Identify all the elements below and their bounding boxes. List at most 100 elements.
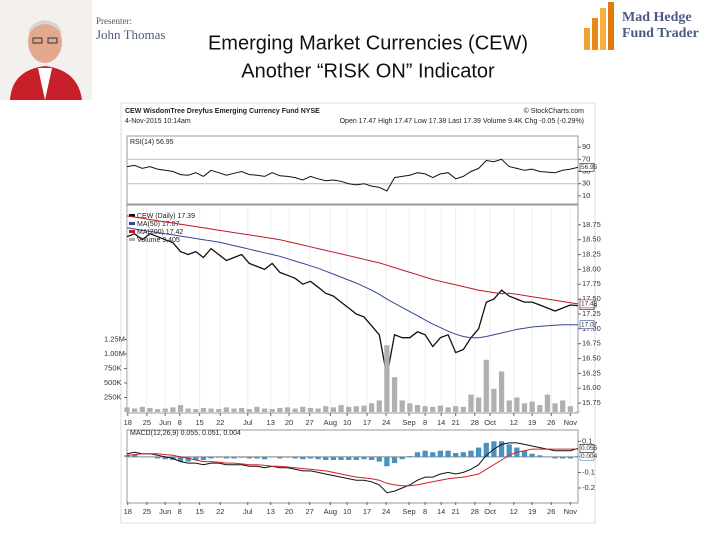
x-tick-label: 14 [437,507,445,516]
bar [186,409,191,412]
legend-label: MA(200) 17.42 [137,229,183,236]
x-tick-label: 14 [437,418,445,427]
bar [499,371,504,412]
bar [392,457,397,463]
bar [262,457,267,459]
x-tick-label: 26 [547,418,555,427]
x-tick-label: 22 [216,418,224,427]
end-label: 0.055 [581,445,598,452]
x-tick-label: 21 [452,418,460,427]
end-label: 17.07 [581,321,598,328]
x-tick-label: Jul [243,418,253,427]
bar [323,406,328,412]
x-tick-label: 12 [510,418,518,427]
bar [445,407,450,412]
bar [522,403,527,412]
legend-swatch [129,230,135,233]
panel-title: MACD(12,26,9) 0.055, 0.051, 0.004 [130,430,241,437]
x-tick-label: Jun [159,507,171,516]
x-tick-label: 21 [452,507,460,516]
y-tick-label: 10 [582,191,590,200]
bar [507,400,512,412]
bar [537,455,542,457]
y-tick-label: 16.75 [582,339,601,348]
bar [354,406,359,412]
chart-date: 4-Nov-2015 10:14am [125,118,191,125]
panel-title: RSI(14) 56.95 [130,139,174,146]
bar [155,409,160,412]
x-tick-label: 24 [382,507,390,516]
bar [369,457,374,460]
y-tick-label: 30 [582,179,590,188]
bar [484,360,489,412]
y-tick-label: 250K [104,392,122,401]
legend-swatch [129,238,135,241]
bar [346,407,351,412]
bar [369,403,374,412]
bar [277,457,282,459]
y-tick-label: 15.75 [582,398,601,407]
legend-label: Volume 9,405 [137,237,180,244]
chart-source: © StockCharts.com [524,107,585,115]
x-tick-label: 25 [143,418,151,427]
bar [224,407,229,412]
bar [422,451,427,457]
y-tick-label: 750K [104,364,122,373]
bar [247,457,252,459]
bar [361,457,366,459]
bar [163,409,168,412]
y-tick-label: 1.00M [104,349,125,358]
bar [338,405,343,412]
bar [476,398,481,412]
bar [124,407,129,412]
bar [400,457,405,459]
y-tick-label: 0.1 [582,436,592,445]
bar [468,395,473,412]
x-tick-label: 24 [382,418,390,427]
bar [331,407,336,412]
brand-logo [584,2,614,50]
x-tick-label: 17 [363,418,371,427]
bar [216,409,221,412]
x-tick-label: 20 [285,507,293,516]
bar [323,457,328,460]
end-label: 17.42 [581,301,598,308]
bar [308,457,313,459]
bar [300,457,305,459]
bar [415,405,420,412]
x-tick-label: 20 [285,418,293,427]
chart-symbol: CEW WisdomTree Dreyfus Emerging Currency… [125,108,320,115]
bar [545,395,550,412]
presenter-label: Presenter: [96,16,132,26]
x-tick-label: 19 [528,507,536,516]
bar [293,457,298,459]
bar [201,408,206,412]
bar [224,457,229,459]
bar [270,409,275,412]
y-tick-label: 18.75 [582,220,601,229]
x-tick-label: 28 [471,418,479,427]
x-tick-label: 28 [471,507,479,516]
bar [575,411,580,412]
x-tick-label: 27 [306,507,314,516]
bar [201,457,206,460]
y-tick-label: 18.50 [582,235,601,244]
x-tick-label: Sep [402,418,415,427]
bar [384,345,389,412]
bar [392,377,397,412]
bar [438,406,443,412]
bar [568,457,573,459]
x-tick-label: 8 [178,507,182,516]
bar [285,457,290,458]
bar [377,457,382,462]
x-tick-label: Oct [484,507,497,516]
bar [300,407,305,412]
x-tick-label: 19 [528,418,536,427]
x-tick-label: 8 [423,418,427,427]
bar [247,409,252,412]
bar [445,451,450,457]
bar [422,406,427,412]
bar [461,452,466,457]
bar [476,448,481,457]
bar [208,409,213,412]
